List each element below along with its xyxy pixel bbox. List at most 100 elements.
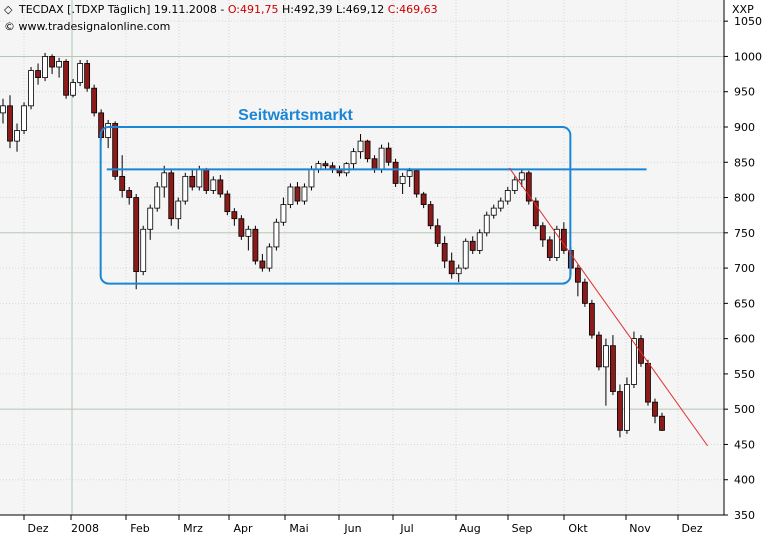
candle-body: [0, 105, 6, 114]
candle: [84, 59, 91, 92]
candle: [588, 299, 595, 339]
candle-body: [161, 172, 168, 188]
candle: [553, 225, 560, 262]
candle-body: [420, 193, 427, 205]
candle: [631, 331, 637, 389]
candle: [63, 59, 69, 99]
candle: [399, 172, 406, 195]
candle-body: [617, 391, 623, 431]
candle-body: [392, 161, 399, 184]
candle: [252, 225, 259, 265]
candle-body: [77, 63, 84, 83]
candle-body: [7, 105, 13, 142]
y-tick-label: 900: [734, 121, 755, 134]
candle-body: [217, 179, 224, 195]
candle: [560, 222, 567, 254]
candle-body: [610, 345, 616, 392]
candle-body: [441, 242, 448, 262]
candle: [406, 167, 413, 187]
candle-body: [147, 207, 154, 230]
candle: [413, 169, 420, 198]
candle: [469, 236, 476, 254]
candle-body: [624, 384, 630, 431]
candle-body: [210, 179, 217, 191]
candle-body: [364, 140, 371, 160]
candle: [497, 197, 504, 212]
candle-body: [287, 186, 294, 205]
candle-body: [462, 240, 469, 269]
candle-body: [645, 362, 651, 403]
candle-body: [476, 232, 483, 251]
candle: [259, 253, 266, 272]
candle: [638, 335, 644, 367]
candle: [645, 359, 651, 406]
candle: [280, 197, 287, 226]
candle: [21, 102, 27, 135]
candle-body: [371, 158, 378, 170]
y-tick-label: 700: [734, 262, 755, 275]
candle-body: [175, 200, 182, 220]
x-tick-label: Aug: [459, 522, 480, 535]
candle: [133, 194, 140, 290]
candle-body: [224, 193, 231, 213]
candle: [581, 278, 588, 307]
candle-body: [378, 147, 385, 170]
candle: [245, 225, 252, 251]
candle-body: [63, 60, 69, 96]
candle: [168, 169, 175, 226]
candle: [182, 172, 189, 205]
candle: [490, 204, 497, 219]
candle-body: [504, 190, 511, 202]
candle-body: [427, 204, 434, 227]
candle: [266, 243, 273, 272]
candle-body: [483, 214, 490, 234]
x-axis: Dez 2008 Feb Mrz Apr Mai Jun Jul Aug Sep Okt Nov Dez: [23, 515, 703, 535]
candle-body: [140, 228, 147, 273]
candle-body: [581, 281, 588, 304]
candle-body: [659, 415, 665, 431]
candle-body: [490, 207, 497, 216]
candle-body: [652, 401, 658, 417]
candle: [77, 59, 84, 87]
y-tick-label: 350: [734, 509, 755, 522]
candle-body: [497, 200, 504, 209]
candle-body: [532, 200, 539, 227]
y-tick-label: 850: [734, 156, 755, 169]
candle: [112, 121, 119, 180]
x-tick-label: Sep: [512, 522, 533, 535]
candle-body: [434, 225, 441, 244]
candle-body: [133, 197, 140, 273]
candle: [105, 119, 112, 149]
candle-body: [21, 105, 27, 131]
candle: [0, 98, 6, 124]
candle-body: [168, 172, 175, 220]
downtrend-line: [508, 167, 709, 447]
y-axis: 350 400 450 500 550 600 650 700 750 800 850 900 950 1…: [724, 15, 762, 522]
candle-body: [511, 179, 518, 191]
candle: [56, 57, 62, 78]
candle-body: [280, 204, 287, 223]
candle: [659, 412, 665, 432]
candle-body: [126, 190, 133, 198]
candle-body: [308, 168, 315, 188]
candle-body: [35, 70, 41, 79]
candle: [161, 165, 168, 198]
candle: [462, 238, 469, 270]
candle-body: [154, 186, 161, 209]
candle-body: [14, 130, 20, 142]
candle: [617, 384, 623, 438]
candle-body: [596, 334, 602, 368]
candle: [210, 176, 217, 195]
candle-body: [42, 56, 48, 79]
annotation-label: Seitwärtsmarkt: [238, 107, 353, 124]
grid: [0, 0, 724, 516]
symbol-label: XXP: [732, 3, 754, 16]
candle-body: [413, 170, 420, 195]
y-tick-label: 450: [734, 438, 755, 451]
header-open: O:491,75: [228, 3, 279, 16]
candle-body: [238, 218, 245, 237]
candle: [420, 191, 427, 209]
y-tick-label: 950: [734, 86, 755, 99]
candle: [28, 67, 34, 110]
candle: [392, 158, 399, 187]
